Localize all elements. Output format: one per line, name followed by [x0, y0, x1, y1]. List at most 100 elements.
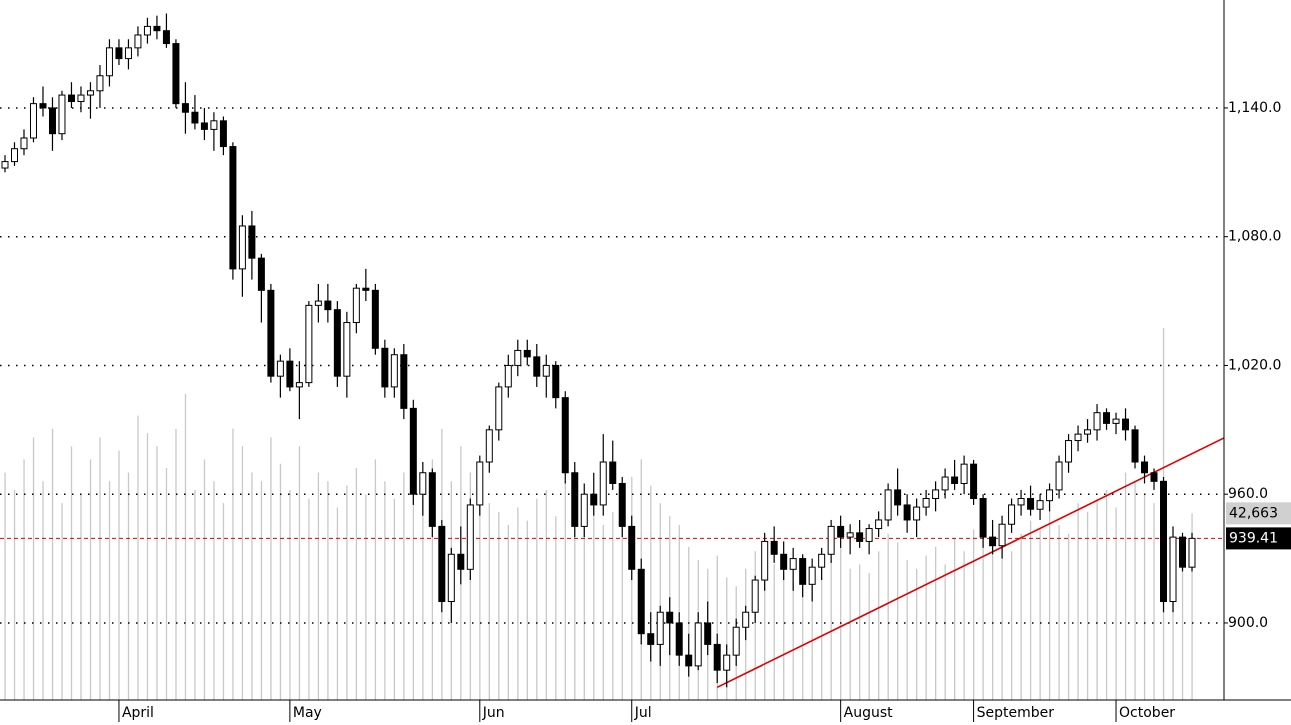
candle-body: [970, 463, 978, 499]
candle-body: [542, 364, 550, 377]
candle-body: [751, 579, 759, 613]
volume-bar: [13, 490, 16, 700]
volume-label: 42,663: [1229, 505, 1278, 521]
volume-bar: [982, 516, 984, 700]
volume-bar: [954, 538, 956, 700]
candle-body: [1074, 433, 1082, 442]
volume-bar: [222, 503, 225, 700]
candle-body: [1188, 537, 1196, 568]
candle-body: [124, 47, 132, 60]
volume-bar: [32, 437, 35, 700]
candle-body: [685, 654, 693, 667]
candle-body: [352, 287, 360, 324]
volume-bar: [1096, 498, 1098, 700]
candle-body: [143, 25, 151, 36]
candle-body: [723, 654, 731, 671]
candle-body: [998, 523, 1006, 547]
candle-body: [238, 225, 246, 270]
candle-body: [780, 553, 788, 570]
volume-bar: [602, 525, 604, 700]
candle-body: [428, 472, 436, 527]
volume-bar: [859, 564, 861, 700]
y-tick-label: 900.0: [1228, 615, 1268, 631]
candle-body: [979, 497, 987, 538]
volume-bar: [232, 428, 234, 700]
volume-bar: [935, 546, 937, 700]
volume-bar: [1058, 525, 1060, 700]
x-tick-label: April: [122, 705, 154, 721]
x-tick-label: September: [977, 705, 1055, 721]
y-tick-label: 960.0: [1228, 486, 1268, 502]
volume-bar: [384, 481, 386, 700]
volume-bar: [963, 551, 965, 700]
volume-bar: [431, 459, 434, 700]
volume-bar: [346, 485, 348, 700]
candle-body: [466, 504, 474, 570]
volume-bar: [184, 393, 187, 700]
candle-body: [504, 364, 512, 388]
volume-bar: [878, 551, 880, 700]
volume-bar: [659, 503, 661, 700]
volume-bar: [1172, 542, 1174, 700]
candle-body: [761, 540, 769, 581]
candle-body: [1122, 418, 1130, 431]
volume-bar: [156, 446, 158, 700]
volume-bar: [1143, 494, 1146, 700]
volume-bar: [887, 533, 889, 700]
candle-body: [628, 525, 636, 570]
candle-body: [884, 489, 892, 521]
candle-body: [1008, 504, 1016, 525]
candle-body: [115, 47, 123, 60]
x-tick-label: October: [1119, 705, 1175, 721]
candle-body: [286, 360, 294, 388]
candle-body: [20, 137, 28, 150]
candle-body: [913, 506, 921, 521]
volume-bar: [1181, 560, 1184, 700]
candle-body: [324, 300, 332, 311]
candle-body: [409, 407, 417, 495]
volume-bar: [621, 494, 623, 700]
volume-bar: [403, 472, 405, 700]
candle-body: [789, 558, 797, 570]
volume-bar: [80, 494, 82, 700]
candle-body: [960, 463, 968, 484]
candle-body: [1169, 536, 1177, 603]
volume-bar: [830, 560, 832, 700]
volume-bar: [1077, 503, 1079, 700]
volume-bar: [1086, 511, 1089, 700]
candle-body: [457, 553, 465, 570]
candle-body: [666, 611, 674, 624]
volume-bar: [393, 498, 396, 700]
volume-bar: [555, 516, 557, 700]
candle-body: [875, 519, 883, 530]
candle-body: [210, 120, 218, 130]
volume-bar: [279, 463, 282, 700]
candle-body: [903, 504, 911, 521]
candle-body: [438, 525, 446, 603]
candle-body: [1103, 412, 1111, 424]
volume-bar: [251, 472, 253, 700]
volume-bar: [118, 450, 120, 700]
volume-bar: [412, 437, 415, 700]
volume-bar: [479, 494, 481, 700]
volume-bar: [165, 468, 168, 700]
volume-bar: [146, 433, 149, 700]
candle-body: [181, 103, 189, 113]
volume-bar: [526, 520, 528, 700]
x-tick-label: Jun: [482, 705, 505, 721]
candle-body: [362, 287, 370, 291]
candle-body: [865, 528, 873, 542]
candle-body: [732, 626, 740, 656]
volume-bar: [536, 498, 538, 700]
candle-body: [58, 94, 66, 135]
volume-bar: [944, 564, 946, 700]
volume-bar: [108, 481, 111, 700]
candle-body: [951, 476, 959, 484]
candle-body: [704, 622, 712, 645]
volume-bar: [1020, 533, 1022, 700]
candle-body: [267, 289, 275, 377]
candle-body: [172, 43, 180, 105]
candle-body: [580, 493, 588, 527]
candle-body: [637, 568, 645, 635]
